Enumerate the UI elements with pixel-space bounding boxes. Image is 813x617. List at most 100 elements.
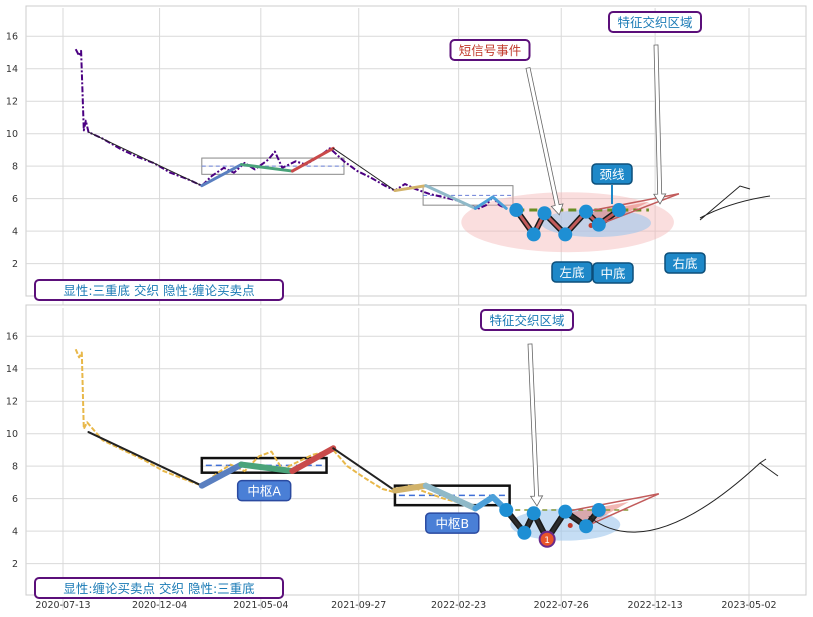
zhongshu-box [393, 484, 511, 507]
pattern-point [591, 217, 606, 232]
pattern-point [558, 227, 573, 242]
y-tick-label: 4 [12, 527, 18, 538]
bottom-triple-bottom-pattern: 1 [499, 493, 660, 548]
top-bi-lines [87, 131, 508, 210]
bi-line-segment [239, 163, 294, 173]
short-signal-label: 短信号事件 [459, 43, 522, 58]
y-tick-label: 14 [6, 64, 18, 75]
top-triple-bottom-pattern [509, 193, 680, 242]
bi-line-segment [491, 195, 508, 210]
pattern-point [537, 206, 552, 221]
x-tick-label: 2020-07-13 [35, 600, 90, 611]
y-tick-label: 6 [12, 194, 18, 205]
bi-line-segment [332, 447, 396, 492]
short-signal-arrow [525, 67, 564, 216]
price-line [74, 48, 507, 210]
neckline-label: 颈线 [599, 167, 625, 182]
y-tick-label: 8 [12, 462, 18, 473]
x-tick-label: 2021-05-04 [233, 600, 288, 611]
bi-line-segment [198, 461, 245, 489]
feature-zone-arrow [527, 343, 544, 507]
zhongshu-label-box [236, 479, 292, 502]
bottom-zhongshu-boxes: 中枢A 中枢B [200, 456, 511, 534]
bi-line-segment [238, 461, 296, 475]
y-tick-label: 12 [6, 97, 18, 108]
top-plot-area [25, 5, 807, 297]
middle-bottom-label: 中底 [600, 266, 625, 281]
y-tick-label: 2 [12, 259, 18, 270]
y-tick-label: 8 [12, 162, 18, 173]
middle-bottom-label-box [592, 262, 634, 284]
y-tick-label: 2 [12, 559, 18, 570]
pattern-point [526, 227, 541, 242]
pattern-point [579, 204, 594, 219]
zhongshu-box [200, 456, 328, 474]
buy-point-marker [538, 530, 556, 548]
y-tick-label: 14 [6, 364, 18, 375]
y-tick-label: 6 [12, 494, 18, 505]
pattern-point [509, 203, 524, 218]
top-caption: 显性:三重底 交织 隐性:缠论买卖点 [63, 283, 254, 298]
overlap-center-dot [567, 522, 573, 528]
left-bottom-label-box [551, 261, 593, 283]
x-tick-label: 2023-05-02 [721, 600, 776, 611]
pattern-point [526, 506, 541, 521]
zhongshu-label: 中枢A [247, 484, 281, 499]
x-tick-label: 2022-02-23 [431, 600, 486, 611]
bottom-bi-lines [87, 431, 510, 514]
bi-line-segment [424, 184, 477, 210]
short-signal-label-box [449, 39, 531, 61]
x-axis: 2020-07-13 2020-12-04 2021-05-04 2021-09-27… [35, 600, 776, 611]
pattern-point [499, 503, 514, 518]
left-bottom-label: 左底 [559, 265, 584, 280]
buy-point-label: 1 [544, 536, 550, 546]
right-bottom-label-box [664, 252, 706, 274]
bottom-plot-area [25, 304, 807, 596]
bi-line-segment [332, 147, 396, 192]
bottom-price-series [74, 348, 507, 508]
y-tick-label: 12 [6, 397, 18, 408]
y-tick-label: 16 [6, 32, 18, 43]
trend-extension-lines [699, 185, 771, 221]
bottom-caption-box [34, 577, 284, 599]
bi-line-segment [289, 445, 337, 475]
extension-line [598, 193, 680, 226]
y-tick-label: 4 [12, 227, 18, 238]
x-tick-label: 2022-12-13 [628, 600, 683, 611]
pattern-point [611, 203, 626, 218]
y-tick-label: 16 [6, 332, 18, 343]
pattern-point [517, 525, 532, 540]
top-caption-box [34, 279, 284, 301]
feature-zone-arrow [653, 44, 667, 205]
feature-zone-label-box [608, 11, 702, 33]
bottom-grid [26, 308, 806, 610]
zhongshu-label-box [425, 512, 480, 534]
extension-line [565, 493, 659, 513]
bi-line-segment [422, 482, 479, 512]
x-tick-label: 2022-07-26 [534, 600, 589, 611]
feature-zone-label: 特征交织区域 [489, 313, 564, 328]
pattern-point [579, 519, 594, 534]
x-tick-label: 2021-09-27 [331, 600, 386, 611]
neckline-label-box [591, 163, 633, 185]
top-price-series [74, 48, 507, 210]
bi-line-segment [473, 195, 495, 210]
bi-line-segment [87, 431, 203, 487]
right-bottom-label: 右底 [672, 256, 697, 271]
y-tick-label: 10 [6, 129, 18, 140]
x-tick-label: 2020-12-04 [132, 600, 187, 611]
projection-curve [588, 458, 779, 533]
y-tick-label: 10 [6, 429, 18, 440]
feature-zone-label: 特征交织区域 [617, 15, 692, 30]
pattern-point [558, 504, 573, 519]
top-y-axis: 2 4 6 8 10 12 14 16 [6, 32, 18, 270]
price-line [74, 348, 507, 508]
extension-line [585, 493, 660, 527]
zhongshu-label: 中枢B [435, 516, 469, 531]
bi-line-segment [290, 146, 335, 173]
bi-line-segment [393, 184, 428, 193]
